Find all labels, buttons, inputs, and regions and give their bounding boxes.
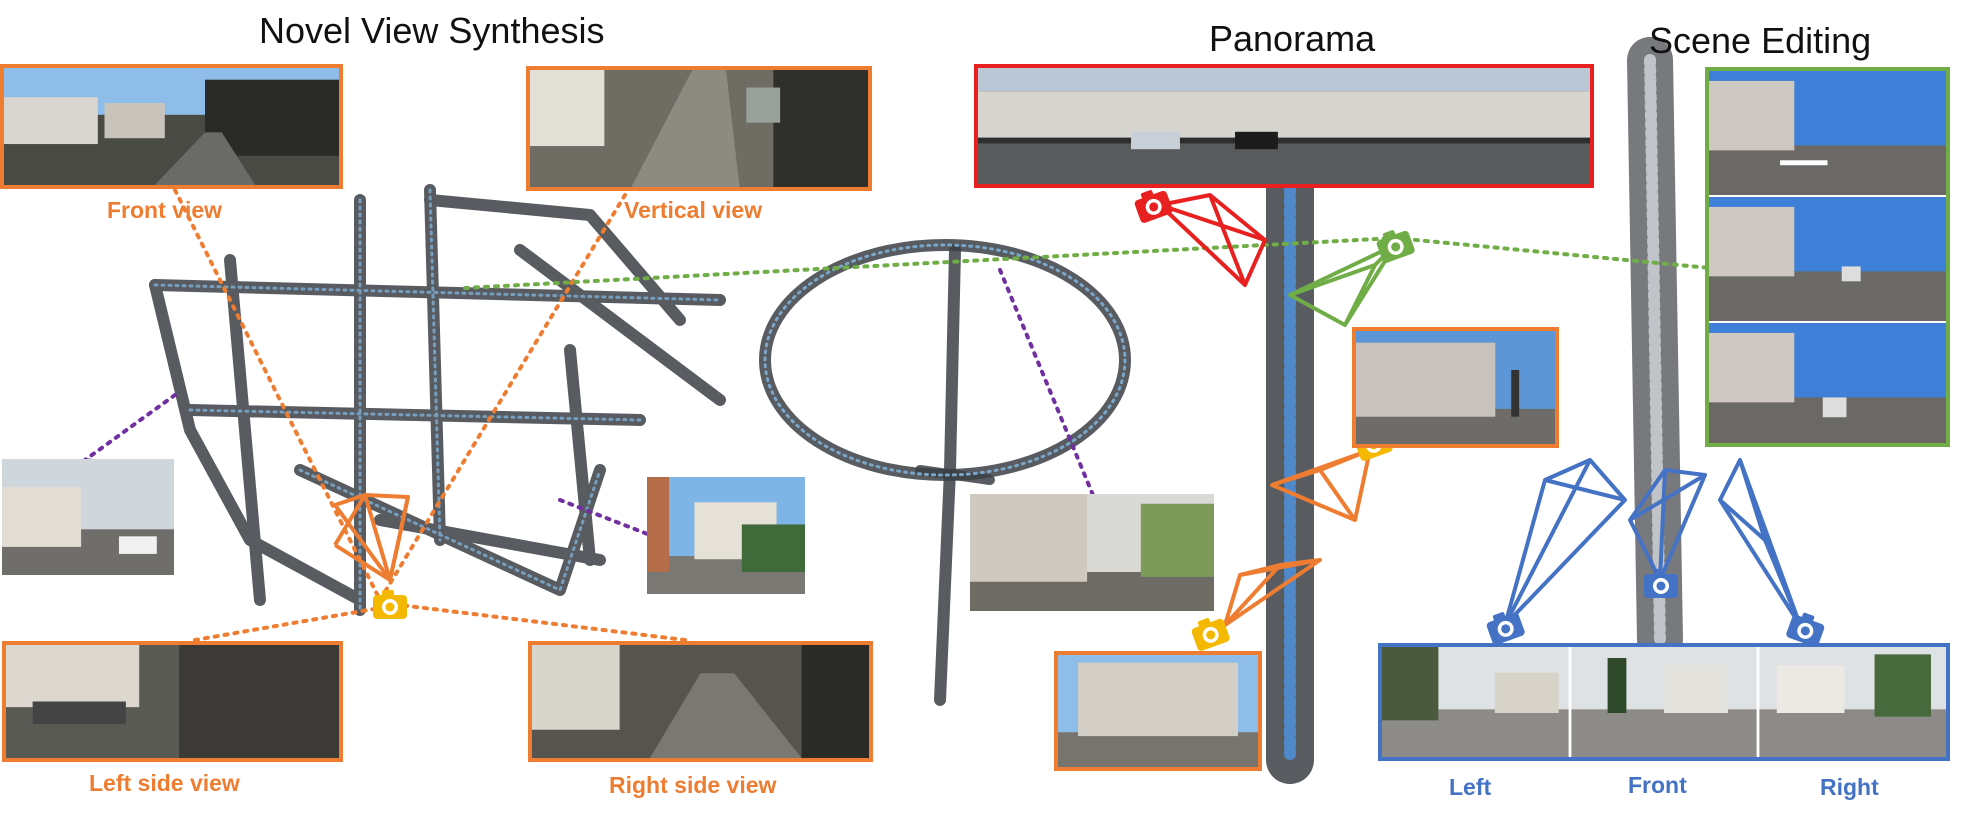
point-cloud-map-loop (759, 239, 1131, 706)
vertical-view-label: Vertical view (624, 197, 763, 223)
right-label: Right (1820, 774, 1879, 800)
front-view-label: Front view (107, 197, 223, 223)
editing-blue-frustum-left (1503, 458, 1627, 627)
panorama-orange-frustum-2 (1223, 558, 1322, 627)
right-side-view-label: Right side view (609, 772, 777, 798)
camera-icon (1188, 613, 1231, 652)
editing-blue-frustum-right (1718, 458, 1802, 627)
left-label: Left (1449, 774, 1492, 800)
left-front-right-image-strip (1378, 643, 1950, 761)
front-label: Front (1628, 772, 1687, 798)
scene-editing-title: Scene Editing (1649, 20, 1872, 61)
point-cloud-strip-editing (1627, 37, 1683, 663)
right-side-view-image (528, 641, 873, 762)
panorama-red-frustum (1158, 193, 1267, 287)
scene-editing-image-stack (1705, 67, 1950, 447)
panorama-title: Panorama (1209, 18, 1376, 59)
left-side-view-image (2, 641, 343, 762)
orange-connectors (173, 188, 687, 642)
vertical-view-image (526, 66, 872, 191)
editing-blue-frustum-front (1628, 468, 1707, 582)
panorama-orange-image-2 (1054, 651, 1262, 771)
camera-icon (1483, 607, 1526, 646)
street-photo-center (647, 477, 805, 594)
street-photo-loop (970, 494, 1214, 611)
green-connectors (463, 236, 1712, 290)
panorama-image (974, 64, 1594, 188)
panorama-orange-image-1 (1352, 327, 1559, 448)
point-cloud-map-grid (149, 184, 726, 616)
camera-icon (1131, 185, 1174, 224)
street-photo-left (2, 459, 174, 575)
left-side-view-label: Left side view (89, 770, 240, 796)
novel-view-frustum (333, 493, 410, 582)
novel-view-synthesis-title: Novel View Synthesis (259, 10, 605, 51)
front-view-image (0, 64, 343, 189)
